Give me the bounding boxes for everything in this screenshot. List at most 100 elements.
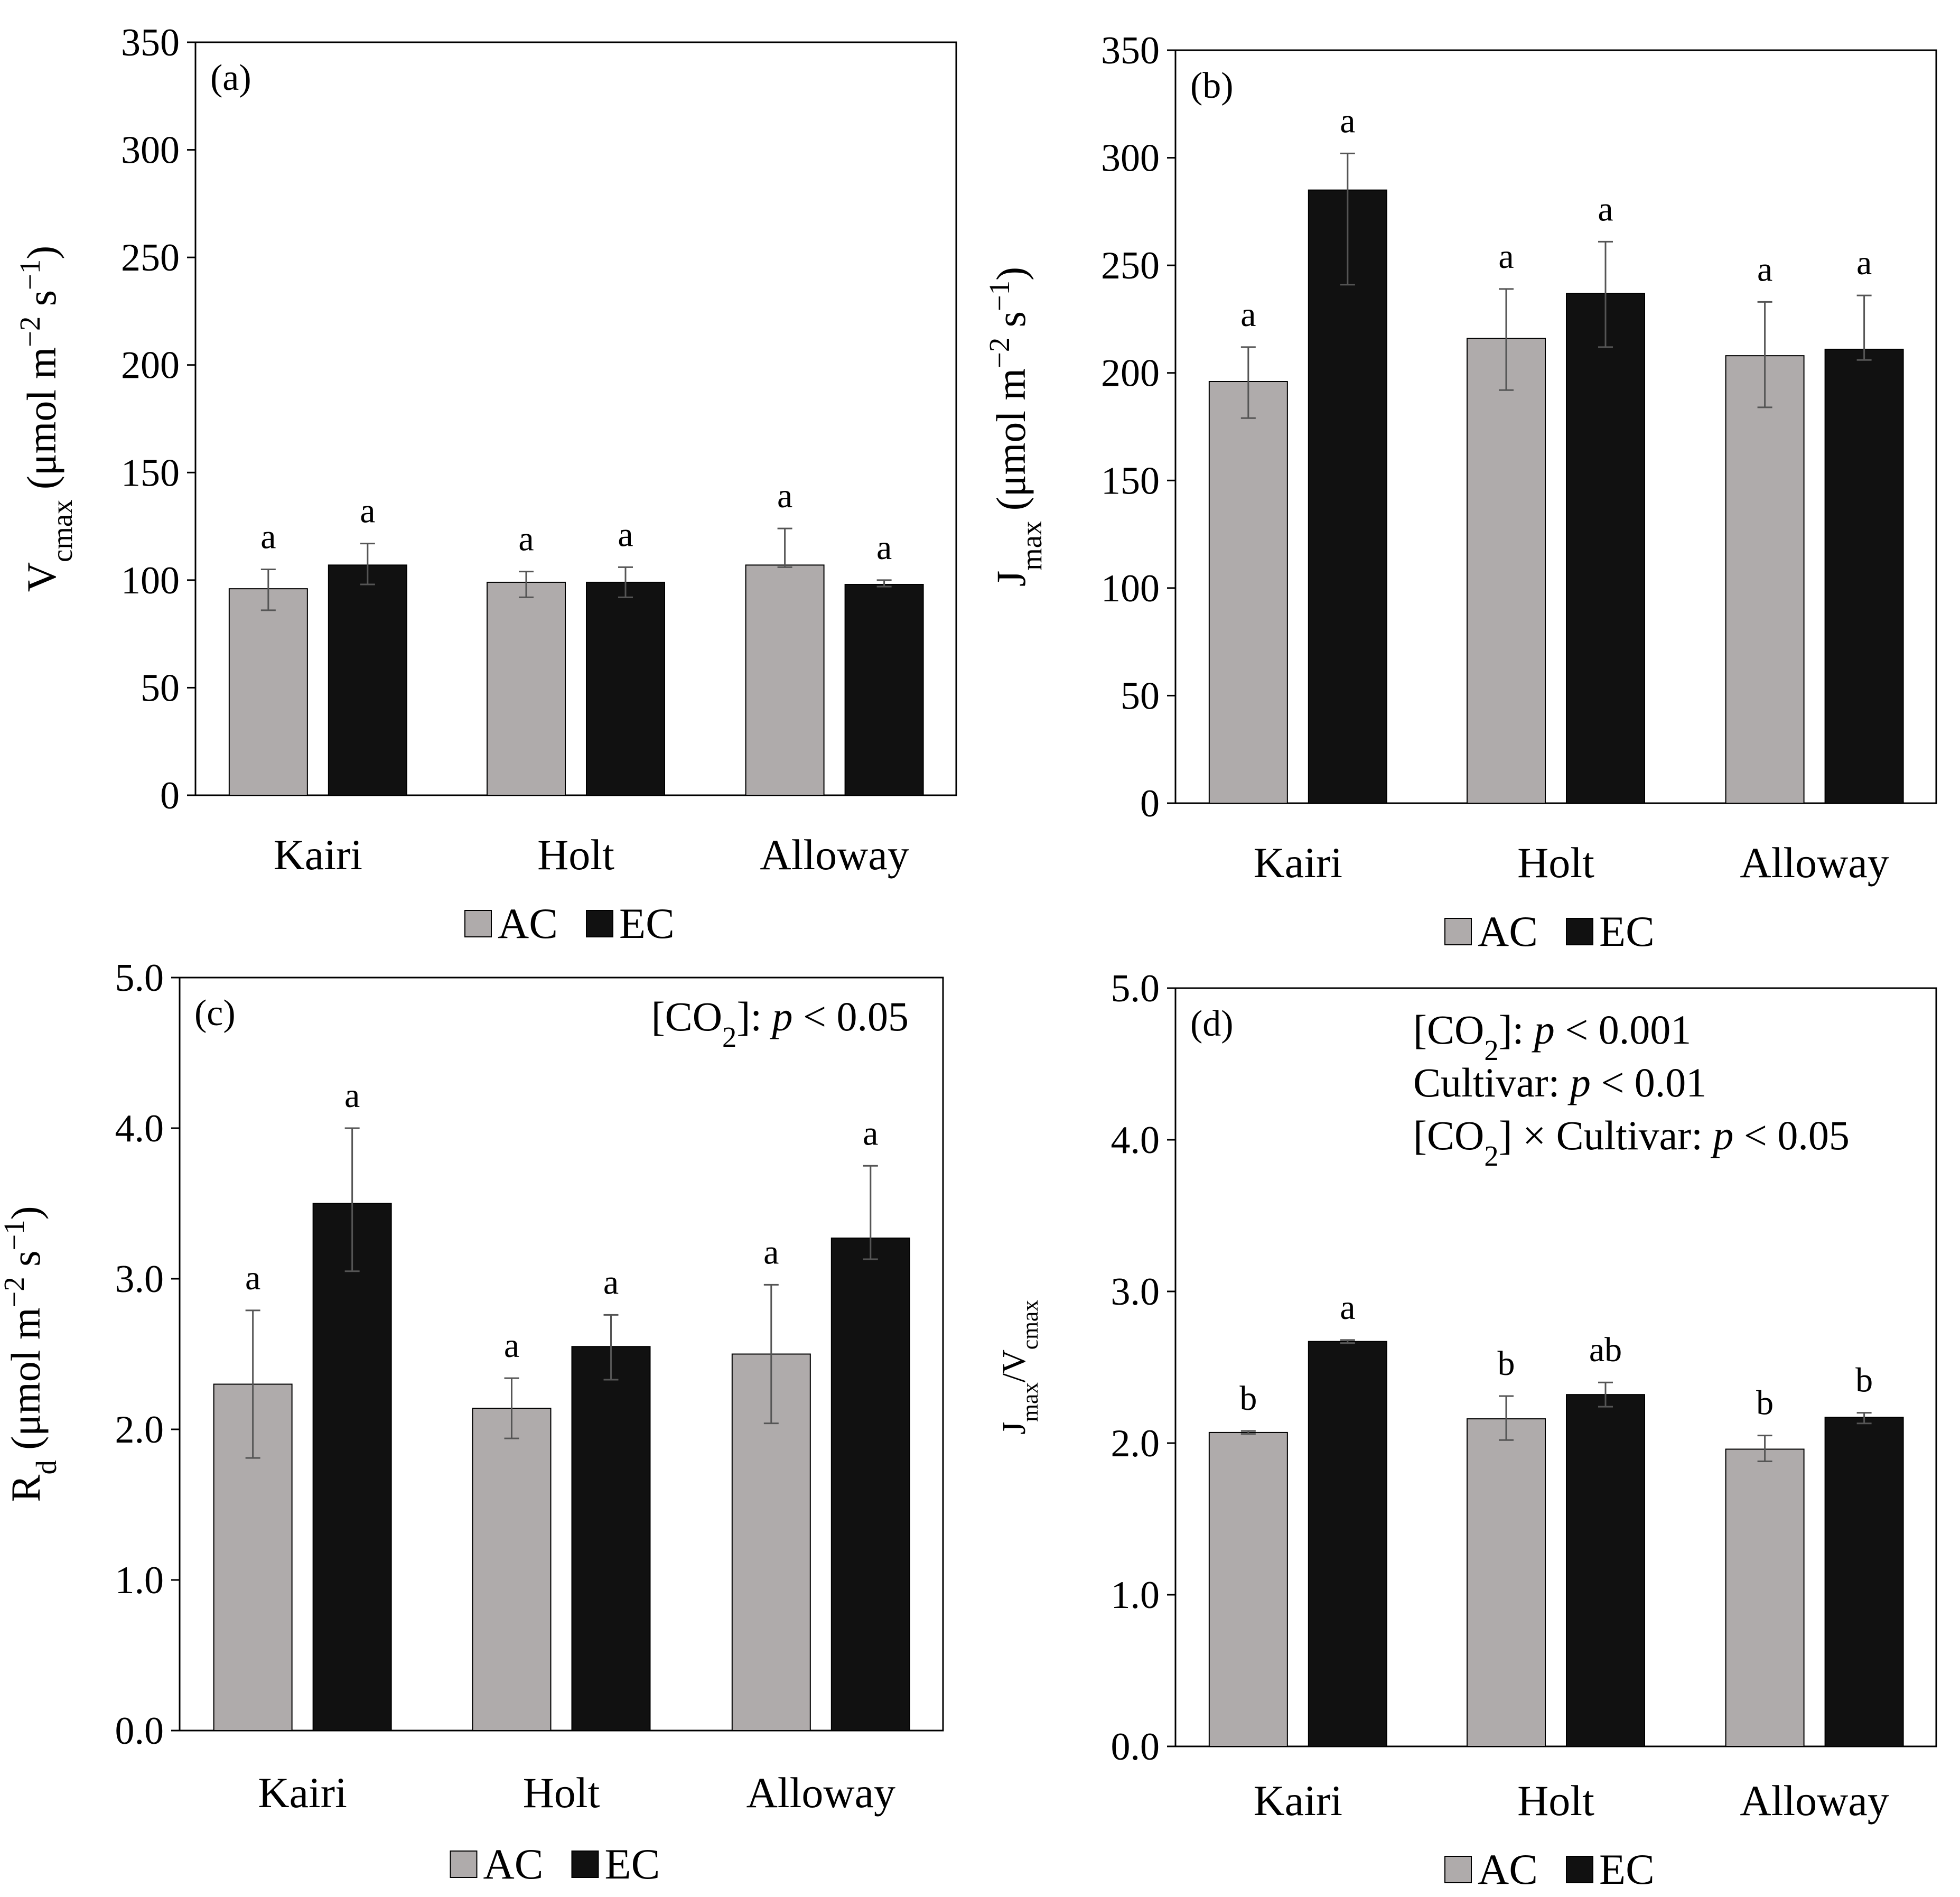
y-tick-label: 250 <box>121 236 180 280</box>
bar-ec-alloway <box>1824 1417 1904 1747</box>
legend-label-ac: AC <box>1478 907 1538 955</box>
bar-ec-kairi <box>328 564 407 796</box>
bar-ec-holt <box>1566 293 1645 804</box>
y-tick-label: 5.0 <box>1111 967 1160 1010</box>
bar-ec-alloway <box>1824 348 1904 804</box>
y-tick-label: 200 <box>121 344 180 387</box>
legend-label-ec: EC <box>605 1840 660 1888</box>
x-category-label: Holt <box>537 831 614 879</box>
significance-letter: a <box>1757 250 1772 289</box>
y-tick-label: 0 <box>160 774 180 817</box>
significance-letter: a <box>344 1076 360 1115</box>
x-category-label: Alloway <box>760 831 909 879</box>
y-axis-label: Vcmax (μmol m−2 s−1) <box>14 246 78 592</box>
plot-frame <box>179 977 944 1732</box>
bar-ec-alloway <box>844 584 924 796</box>
y-axis-label: Jmax/Vcmax <box>996 1300 1043 1435</box>
significance-letter: a <box>777 477 792 515</box>
y-tick-label: 350 <box>1101 29 1160 72</box>
bar-ac-holt <box>487 581 566 796</box>
y-tick-label: 0 <box>1140 782 1160 825</box>
x-category-label: Alloway <box>746 1769 895 1817</box>
y-tick-label: 300 <box>1101 137 1160 180</box>
plot-frame <box>1174 49 1937 804</box>
x-category-label: Holt <box>1517 1777 1594 1825</box>
significance-letter: b <box>1498 1344 1515 1383</box>
y-tick-label: 350 <box>121 21 180 64</box>
x-category-label: Kairi <box>258 1769 347 1817</box>
x-category-label: Kairi <box>1254 1777 1342 1825</box>
bar-ac-kairi <box>228 588 308 796</box>
bar-ec-alloway <box>830 1238 910 1732</box>
panel-label: (a) <box>210 58 251 98</box>
bar-ac-holt <box>1467 1418 1546 1747</box>
panel-label: (b) <box>1190 66 1234 106</box>
y-tick-label: 150 <box>121 451 180 495</box>
significance-letter: ab <box>1589 1331 1622 1369</box>
legend-swatch-ac <box>450 1850 478 1878</box>
significance-letter: a <box>763 1233 779 1271</box>
legend-swatch-ec <box>586 910 613 937</box>
panel-label: (d) <box>1190 1003 1234 1044</box>
bar-ec-kairi <box>312 1203 392 1731</box>
stats-annotation: [CO2] × Cultivar: p < 0.05 <box>1413 1112 1850 1172</box>
y-tick-label: 250 <box>1101 244 1160 287</box>
bar-ac-holt <box>1467 338 1546 804</box>
legend-swatch-ec <box>1566 918 1593 945</box>
bar-ec-holt <box>571 1346 651 1731</box>
bar-ac-alloway <box>745 564 825 796</box>
x-category-label: Holt <box>523 1769 600 1817</box>
y-axis-label: Jmax (μmol m−2 s−1) <box>983 267 1048 587</box>
panel-a: 0 50 100 150 200 250 300 350 Vcmax (μmol m−2 s−1… <box>14 21 957 947</box>
x-category-label: Alloway <box>1740 839 1889 887</box>
y-tick-label: 2.0 <box>1111 1422 1160 1465</box>
y-tick-label: 50 <box>1121 674 1160 718</box>
legend-swatch-ac <box>1444 918 1472 945</box>
bar-ec-holt <box>1566 1394 1645 1747</box>
significance-letter: b <box>1756 1384 1774 1422</box>
panel-c: 0.0 1.0 2.0 3.0 4.0 5.0 Rd (μmol m−2 s−1) (c) a a… <box>0 956 944 1888</box>
legend-label-ac: AC <box>483 1840 544 1888</box>
significance-letter: a <box>518 520 534 559</box>
y-tick-label: 0.0 <box>1111 1725 1160 1769</box>
significance-letter: a <box>504 1326 519 1365</box>
x-category-label: Alloway <box>1740 1777 1889 1825</box>
significance-letter: a <box>360 492 375 531</box>
stats-annotation: Cultivar: p < 0.01 <box>1413 1059 1706 1105</box>
y-tick-label: 300 <box>121 129 180 172</box>
significance-letter: a <box>245 1259 260 1297</box>
stats-annotation: [CO2]: p < 0.001 <box>1413 1007 1691 1066</box>
plot-frame <box>194 41 957 796</box>
bar-ac-holt <box>472 1408 552 1732</box>
bar-ac-kairi <box>1208 1431 1288 1747</box>
significance-letter: a <box>618 515 633 554</box>
significance-letter: a <box>1856 244 1872 282</box>
significance-letter: a <box>863 1114 878 1152</box>
y-tick-label: 2.0 <box>115 1408 164 1452</box>
significance-letter: b <box>1239 1379 1257 1418</box>
bar-ac-alloway <box>1725 1448 1805 1747</box>
y-tick-label: 150 <box>1101 459 1160 503</box>
y-axis-label: Rd (μmol m−2 s−1) <box>0 1206 62 1502</box>
legend-label-ec: EC <box>619 899 675 947</box>
legend-swatch-ec <box>1566 1856 1593 1883</box>
legend-swatch-ac <box>464 910 492 937</box>
x-category-label: Holt <box>1517 839 1594 887</box>
plot-frame <box>1174 987 1937 1747</box>
y-tick-label: 100 <box>121 559 180 602</box>
legend-label-ec: EC <box>1599 1845 1655 1893</box>
y-tick-label: 200 <box>1101 352 1160 395</box>
y-tick-label: 4.0 <box>115 1107 164 1150</box>
x-category-label: Kairi <box>1254 839 1342 887</box>
significance-letter: a <box>260 518 276 556</box>
legend-label-ac: AC <box>498 899 558 947</box>
significance-letter: a <box>1240 295 1256 334</box>
bar-ec-kairi <box>1308 1341 1387 1747</box>
y-tick-label: 4.0 <box>1111 1119 1160 1162</box>
significance-letter: a <box>1598 190 1613 228</box>
y-tick-label: 50 <box>141 666 180 710</box>
y-tick-label: 3.0 <box>115 1258 164 1301</box>
bar-ac-kairi <box>1208 381 1288 804</box>
y-tick-label: 100 <box>1101 567 1160 610</box>
y-tick-label: 3.0 <box>1111 1270 1160 1314</box>
